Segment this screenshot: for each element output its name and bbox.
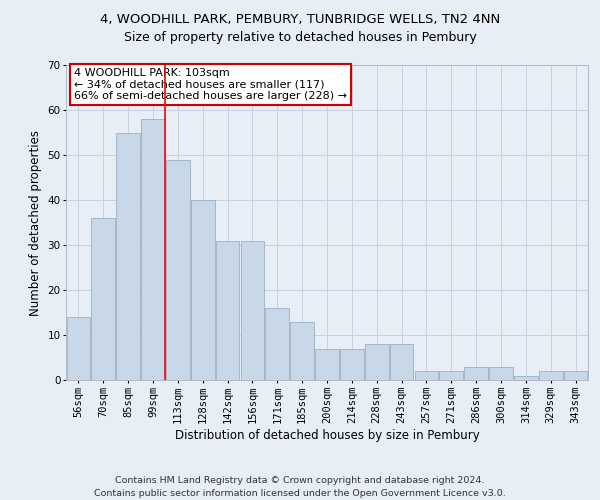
Bar xyxy=(116,132,140,380)
Bar xyxy=(166,160,190,380)
Bar xyxy=(514,376,538,380)
Bar xyxy=(67,317,90,380)
Bar xyxy=(340,348,364,380)
Y-axis label: Number of detached properties: Number of detached properties xyxy=(29,130,42,316)
Bar xyxy=(489,366,513,380)
Bar xyxy=(464,366,488,380)
Bar xyxy=(91,218,115,380)
Bar xyxy=(439,371,463,380)
Bar xyxy=(265,308,289,380)
Bar xyxy=(241,240,264,380)
Bar xyxy=(539,371,563,380)
Bar xyxy=(141,119,165,380)
Bar xyxy=(390,344,413,380)
Bar xyxy=(415,371,438,380)
Bar xyxy=(290,322,314,380)
Text: Contains HM Land Registry data © Crown copyright and database right 2024.
Contai: Contains HM Land Registry data © Crown c… xyxy=(94,476,506,498)
Bar xyxy=(191,200,215,380)
Bar xyxy=(365,344,389,380)
Bar xyxy=(564,371,587,380)
Text: Size of property relative to detached houses in Pembury: Size of property relative to detached ho… xyxy=(124,31,476,44)
Bar xyxy=(315,348,339,380)
X-axis label: Distribution of detached houses by size in Pembury: Distribution of detached houses by size … xyxy=(175,428,479,442)
Text: 4 WOODHILL PARK: 103sqm
← 34% of detached houses are smaller (117)
66% of semi-d: 4 WOODHILL PARK: 103sqm ← 34% of detache… xyxy=(74,68,347,102)
Text: 4, WOODHILL PARK, PEMBURY, TUNBRIDGE WELLS, TN2 4NN: 4, WOODHILL PARK, PEMBURY, TUNBRIDGE WEL… xyxy=(100,12,500,26)
Bar xyxy=(216,240,239,380)
